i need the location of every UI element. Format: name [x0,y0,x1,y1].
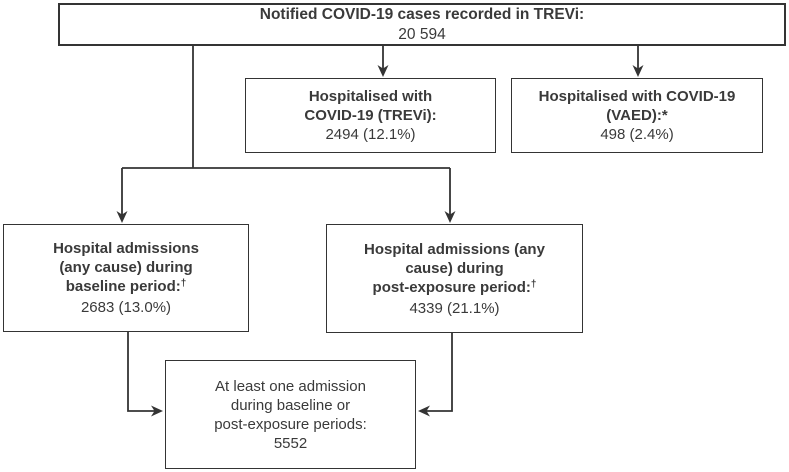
arrowhead-down-trevi [377,65,389,77]
box-admissions-post-exposure-value: 4339 (21.1%) [409,299,500,317]
box-hospitalised-trevi-value: 2494 (12.1%) [325,126,416,143]
box-notified-cases-title: Notified COVID-19 cases recorded in TREV… [259,5,585,23]
dagger-footnote-marker: † [530,278,537,290]
arrowhead-left-combined [418,405,430,417]
arrowhead-right-combined [151,405,163,417]
box-admissions-post-exposure-title: Hospital admissions (any cause) during p… [364,240,545,299]
box-hospitalised-vaed-value: 498 (2.4%) [600,126,674,143]
box-admissions-baseline-title-text: Hospital admissions (any cause) during b… [53,240,199,295]
arrowhead-down-baseline [116,211,128,223]
connector-baseline-to-combined [127,332,156,412]
box-notified-cases-value: 20 594 [398,25,446,43]
box-admissions-post-exposure: Hospital admissions (any cause) during p… [326,224,583,333]
box-hospitalised-trevi: Hospitalised with COVID-19 (TREVi): 2494… [245,78,496,153]
box-combined-admissions: At least one admission during baseline o… [165,360,416,469]
box-hospitalised-vaed: Hospitalised with COVID-19 (VAED):* 498 … [511,78,763,153]
box-notified-cases: Notified COVID-19 cases recorded in TREV… [58,3,786,46]
box-admissions-baseline-value: 2683 (13.0%) [80,299,172,316]
box-admissions-post-exposure-title-text: Hospital admissions (any cause) during p… [364,240,545,296]
arrowhead-down-vaed [632,65,644,77]
dagger-footnote-marker: † [180,278,187,289]
arrowhead-down-post [444,211,456,223]
connector-post-to-combined [425,333,453,412]
box-hospitalised-vaed-title: Hospitalised with COVID-19 (VAED):* [538,88,736,124]
box-admissions-baseline-title: Hospital admissions (any cause) during b… [53,239,199,298]
box-admissions-baseline: Hospital admissions (any cause) during b… [3,224,249,332]
box-combined-admissions-value: 5552 [273,434,308,452]
box-hospitalised-trevi-title: Hospitalised with COVID-19 (TREVi): [304,88,437,124]
box-combined-admissions-title: At least one admission during baseline o… [214,377,367,433]
connector-top-to-split [121,46,451,217]
